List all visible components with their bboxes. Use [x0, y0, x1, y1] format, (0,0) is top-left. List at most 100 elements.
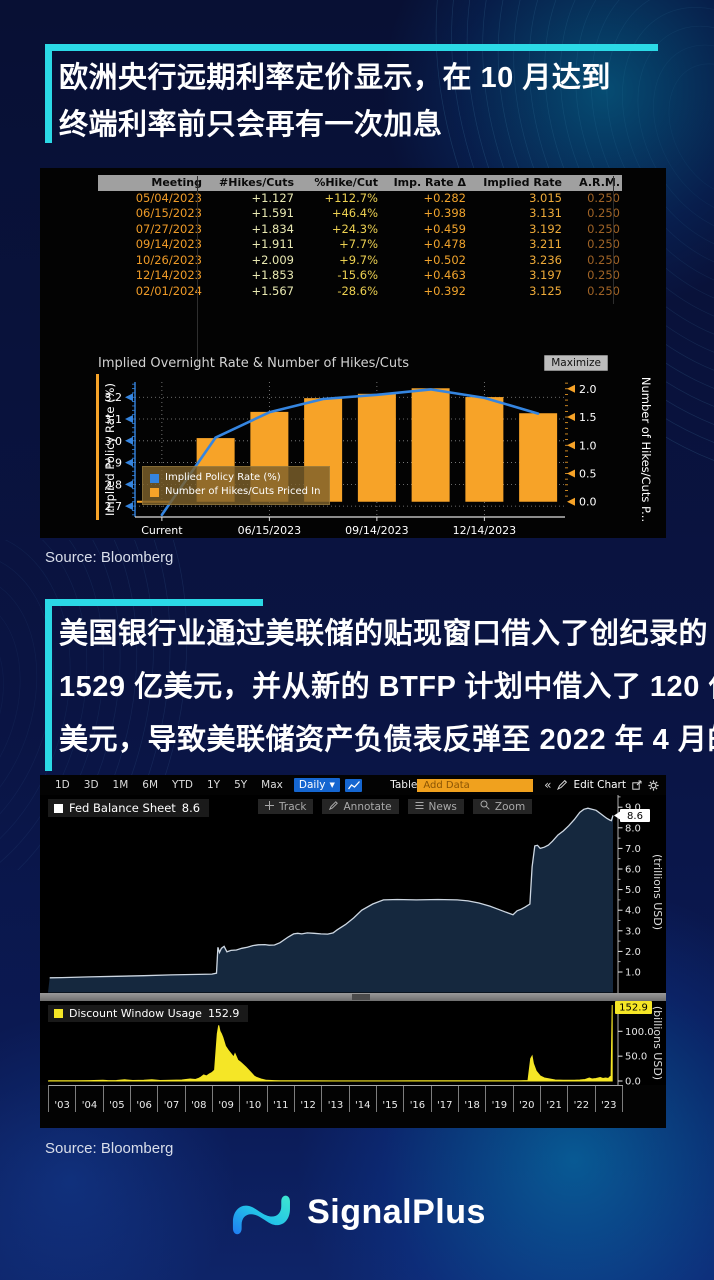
- gear-icon[interactable]: [648, 779, 659, 791]
- table-cell: 3.211: [529, 237, 562, 252]
- logo-wordmark: SignalPlus: [307, 1192, 486, 1231]
- zoom-magnifier-icon: [480, 800, 490, 813]
- table-cell: +9.7%: [339, 252, 378, 267]
- year-tick-08: '08: [186, 1086, 213, 1112]
- tool-button-news[interactable]: News: [407, 799, 464, 814]
- tool-label: Track: [279, 800, 307, 813]
- table-cell: 3.125: [529, 283, 562, 298]
- table-cell: 3.236: [529, 252, 562, 267]
- year-axis: '03'04'05'06'07'08'09'10'11'12'13'14'15 '…: [48, 1085, 623, 1112]
- table-cell: 07/27/2023: [135, 221, 202, 236]
- svg-text:Implied Policy Rate (%): Implied Policy Rate (%): [103, 383, 117, 516]
- year-tick-07: '07: [158, 1086, 186, 1112]
- table-gridline: [613, 176, 614, 304]
- svg-text:2.9: 2.9: [105, 457, 123, 470]
- range-button-1y[interactable]: 1Y: [206, 779, 221, 791]
- year-tick-23: '23: [596, 1086, 623, 1112]
- table-row[interactable]: 02/01/2024 +1.567 -28.6% +0.392 3.125 0.250: [98, 284, 622, 300]
- svg-text:2.0: 2.0: [625, 947, 641, 958]
- svg-text:100.0: 100.0: [625, 1027, 654, 1038]
- table-row[interactable]: 06/15/2023 +1.591 +46.4% +0.398 3.131 0.250: [98, 206, 622, 222]
- range-button-6m[interactable]: 6M: [142, 779, 159, 791]
- table-cell: +1.127: [251, 190, 294, 205]
- table-cell: +2.009: [251, 252, 294, 267]
- table-row[interactable]: 12/14/2023 +1.853 -15.6% +0.463 3.197 0.250: [98, 268, 622, 284]
- tool-button-annotate[interactable]: Annotate: [322, 799, 399, 814]
- headline-line: 美元，导致美联储资产负债表反弹至 2022 年 4 月的水平: [59, 724, 714, 756]
- maximize-button[interactable]: Maximize: [544, 355, 608, 371]
- headline-line: 美国银行业通过美联储的贴现窗口借入了创纪录的: [59, 618, 709, 650]
- tool-button-track[interactable]: Track: [258, 799, 314, 814]
- svg-text:50.0: 50.0: [625, 1052, 647, 1063]
- table-button[interactable]: Table: [390, 779, 418, 791]
- table-cell: 3.015: [529, 190, 562, 205]
- legend-label: Discount Window Usage: [69, 1007, 202, 1020]
- period-selector[interactable]: Daily ▼: [293, 778, 340, 792]
- range-button-1m[interactable]: 1M: [112, 779, 129, 791]
- svg-text:3.0: 3.0: [625, 926, 641, 937]
- range-button-3d[interactable]: 3D: [83, 779, 99, 791]
- table-cell: +112.7%: [324, 190, 379, 205]
- table-header-1: #Hikes/Cuts: [219, 176, 294, 190]
- table-row[interactable]: 07/27/2023 +1.834 +24.3% +0.459 3.192 0.250: [98, 222, 622, 238]
- svg-text:Current: Current: [141, 524, 183, 537]
- table-cell: +1.591: [251, 206, 294, 221]
- table-cell: +0.502: [423, 252, 466, 267]
- table-row[interactable]: 09/14/2023 +1.911 +7.7% +0.478 3.211 0.250: [98, 237, 622, 253]
- year-tick-13: '13: [322, 1086, 350, 1112]
- table-row[interactable]: 10/26/2023 +2.009 +9.7% +0.502 3.236 0.250: [98, 253, 622, 269]
- fed-balance-sheet-legend: Fed Balance Sheet 8.6: [48, 799, 210, 817]
- table-cell: +0.459: [423, 221, 466, 236]
- headline-line: 终端利率前只会再有一次加息: [59, 109, 443, 141]
- track-crosshair-icon: [265, 800, 274, 813]
- year-tick-09: '09: [213, 1086, 241, 1112]
- rates-table-body: 05/04/2023 +1.127 +112.7% +0.282 3.015 0.250 0…: [98, 191, 622, 300]
- table-cell: +46.4%: [331, 206, 378, 221]
- headline-accent-top: [45, 44, 658, 51]
- panel-divider-scrollbar[interactable]: [40, 993, 666, 1001]
- legend-swatch: [54, 1009, 63, 1018]
- table-cell: 3.192: [529, 221, 562, 236]
- year-tick-03: '03: [49, 1086, 77, 1112]
- table-row[interactable]: 05/04/2023 +1.127 +112.7% +0.282 3.015 0.250: [98, 191, 622, 207]
- table-cell: 0.250: [587, 268, 620, 283]
- table-cell: 0.250: [587, 221, 620, 236]
- collapse-chevrons-icon[interactable]: «: [544, 778, 552, 792]
- fed-balance-sheet-chart: 1.02.03.04.05.06.07.08.09.08.6(trillions…: [40, 795, 666, 993]
- divider-handle[interactable]: [352, 994, 370, 1000]
- table-cell: +0.463: [423, 268, 466, 283]
- range-button-5y[interactable]: 5Y: [234, 779, 248, 791]
- svg-text:1.0: 1.0: [579, 439, 597, 452]
- svg-text:12/14/2023: 12/14/2023: [453, 524, 516, 537]
- edit-chart-button[interactable]: Edit Chart: [573, 779, 626, 791]
- chart-title: Implied Overnight Rate & Number of Hikes…: [98, 356, 409, 371]
- table-cell: 02/01/2024: [135, 283, 202, 298]
- wirp-chart: 2.7 2.8 2.9 3.0 3.1 3.2 0.0 0.5 1.0 1.5 2.0 Current…: [96, 374, 653, 537]
- headline-accent-top: [45, 599, 263, 606]
- legend-label: Implied Policy Rate (%): [165, 472, 281, 483]
- chart-tools: Track Annotate News Zoom: [258, 799, 533, 814]
- range-button-1d[interactable]: 1D: [55, 779, 70, 791]
- tool-button-zoom[interactable]: Zoom: [472, 799, 533, 814]
- svg-text:2.8: 2.8: [105, 478, 123, 491]
- svg-text:Number of Hikes/Cuts P...: Number of Hikes/Cuts P...: [639, 377, 653, 522]
- range-buttons: 1D 3D 1M 6M YTD 1Y 5Y Max: [48, 779, 290, 791]
- svg-text:152.9: 152.9: [619, 1003, 648, 1014]
- add-data-input[interactable]: Add Data: [417, 778, 534, 792]
- year-tick-12: '12: [295, 1086, 323, 1112]
- bloomberg-screenshot-fed: 1D 3D 1M 6M YTD 1Y 5Y Max Daily ▼ Table Add Dat…: [40, 775, 666, 1128]
- svg-text:8.0: 8.0: [625, 823, 641, 834]
- svg-text:(trillions USD): (trillions USD): [651, 854, 664, 930]
- range-button-max[interactable]: Max: [261, 779, 283, 791]
- edit-pencil-icon[interactable]: [557, 780, 568, 790]
- svg-text:(billions USD): (billions USD): [651, 1006, 664, 1080]
- svg-text:3.0: 3.0: [105, 435, 123, 448]
- tool-label: Annotate: [343, 800, 392, 813]
- chart-type-button[interactable]: [344, 778, 363, 792]
- chevron-down-icon: ▼: [329, 781, 335, 789]
- svg-text:6.0: 6.0: [625, 865, 641, 876]
- range-button-ytd[interactable]: YTD: [172, 779, 193, 791]
- expand-icon[interactable]: [632, 780, 642, 790]
- rates-table-header-row: Meeting #Hikes/Cuts %Hike/Cut Imp. Rate Δ Im…: [98, 175, 622, 191]
